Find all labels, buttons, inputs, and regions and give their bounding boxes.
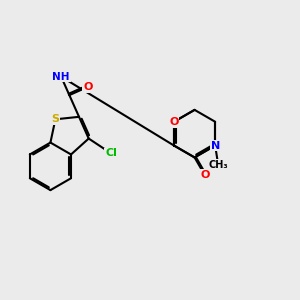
Text: NH: NH: [52, 72, 70, 82]
Text: O: O: [83, 82, 92, 92]
Text: S: S: [51, 114, 59, 124]
Text: N: N: [211, 140, 220, 151]
Text: O: O: [169, 117, 179, 127]
Text: Cl: Cl: [105, 148, 117, 158]
Text: O: O: [200, 170, 209, 180]
Text: CH₃: CH₃: [208, 160, 228, 170]
